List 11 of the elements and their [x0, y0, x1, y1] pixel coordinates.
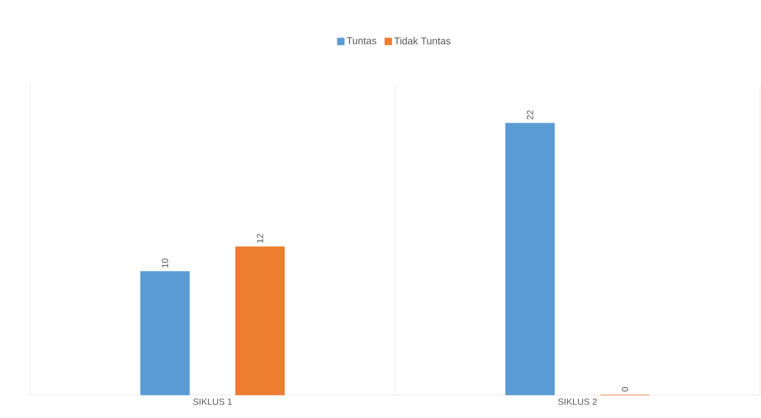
data-label: 12 — [256, 234, 264, 243]
data-label: 0 — [622, 387, 628, 392]
bar — [235, 246, 285, 396]
bar — [505, 122, 555, 396]
bar — [140, 271, 190, 396]
legend-label: Tidak Tuntas — [394, 37, 451, 44]
x-tick-label: SIKLUS 1 — [193, 398, 232, 405]
data-label: 22 — [526, 110, 534, 120]
legend-label: Tuntas — [346, 37, 376, 44]
data-label: 10 — [162, 258, 168, 268]
x-tick-label: SIKLUS 2 — [558, 398, 597, 405]
